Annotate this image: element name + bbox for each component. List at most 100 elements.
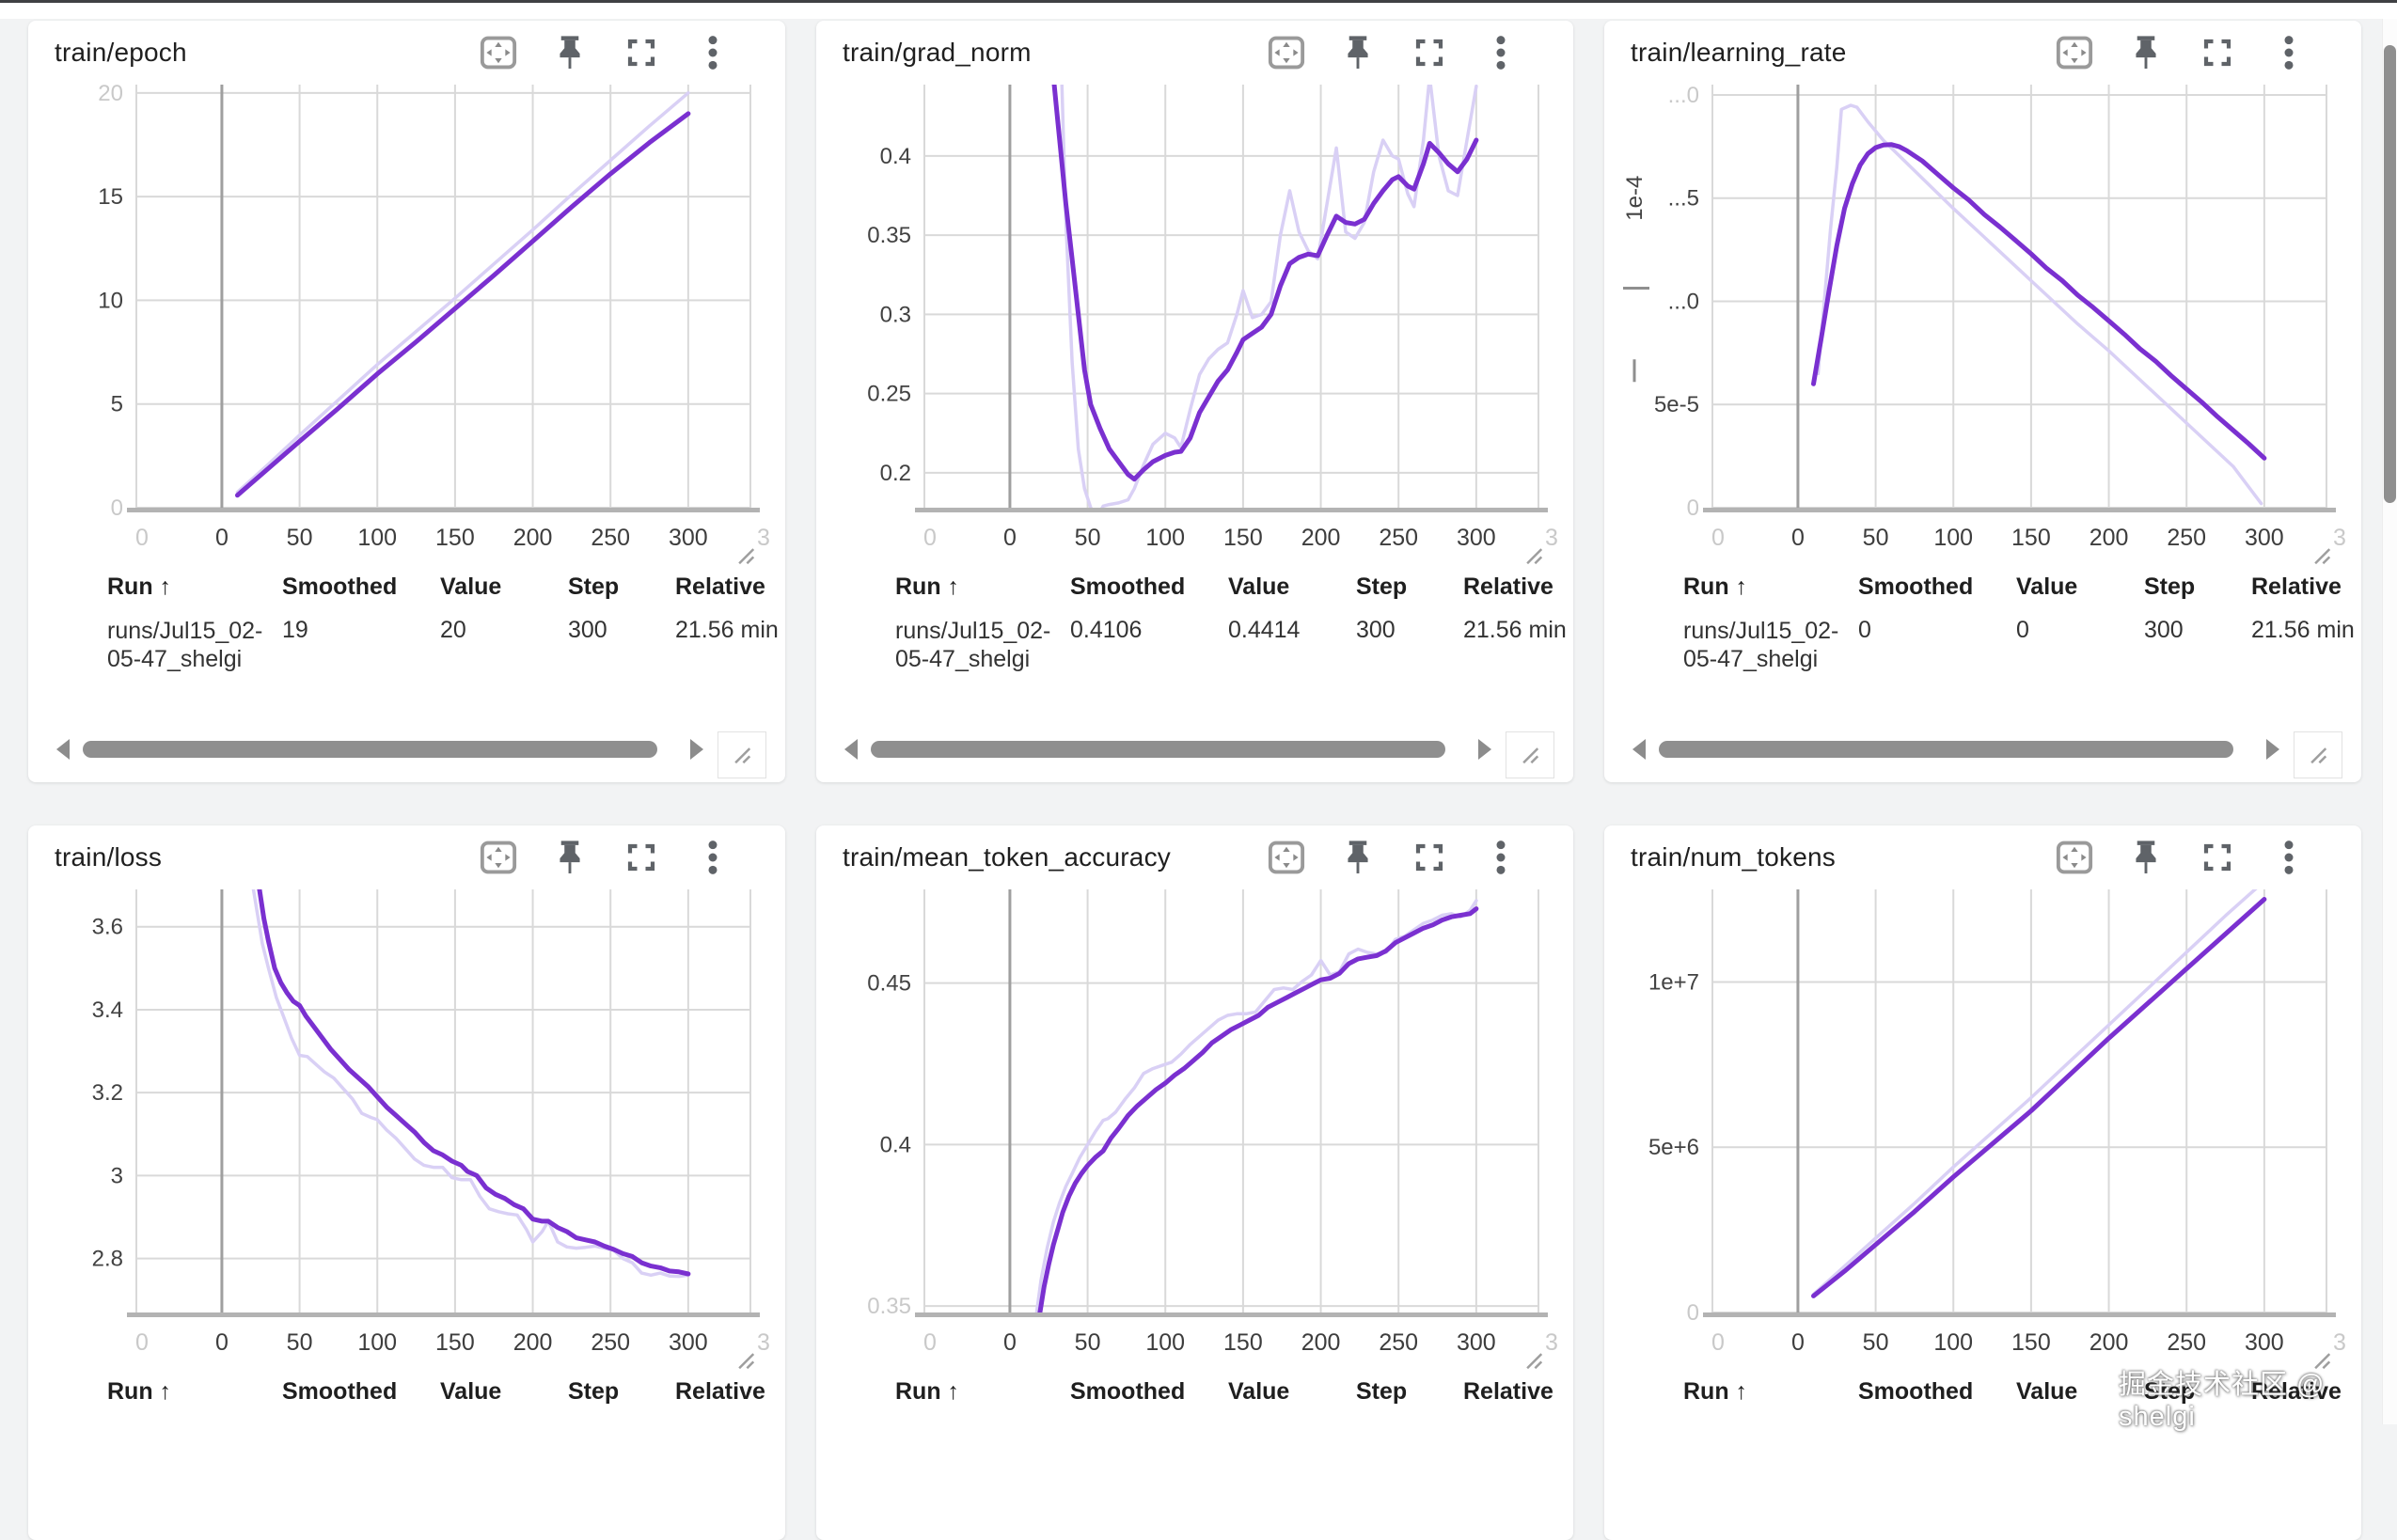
fullscreen-icon[interactable]	[1410, 33, 1449, 72]
fullscreen-icon[interactable]	[1410, 838, 1449, 877]
scrollbar-track[interactable]	[869, 740, 1467, 759]
fullscreen-icon[interactable]	[622, 838, 661, 877]
chart-area[interactable]: 1e+7 5e+6 0 0 50 100 150 200 250 300 0 3	[1604, 888, 2357, 1395]
kebab-menu-icon[interactable]	[1481, 838, 1521, 877]
x-tick-label: 250	[591, 1329, 630, 1356]
pin-icon[interactable]	[2126, 838, 2166, 877]
kebab-menu-icon[interactable]	[2269, 33, 2309, 72]
legend-col-header-value[interactable]: Value	[440, 1378, 502, 1405]
legend-col-header-value[interactable]: Value	[1228, 1378, 1290, 1405]
legend-col-header-step[interactable]: Step	[1356, 574, 1408, 600]
x-tick-label: 0	[215, 525, 229, 551]
chart-canvas[interactable]: 0.4 0.35 0.3 0.25 0.2 0 50 100 150 200 250 300 0 3	[816, 83, 1569, 590]
legend-col-header-relative[interactable]: Relative	[2251, 574, 2342, 600]
legend-col-header-run[interactable]: Run ↑	[1683, 1378, 1748, 1405]
legend-col-header-smoothed[interactable]: Smoothed	[1858, 1378, 1974, 1405]
legend-col-header-relative[interactable]: Relative	[1463, 1378, 1553, 1405]
scroll-left-arrow[interactable]	[56, 739, 70, 760]
x-tick-label: 250	[1379, 525, 1418, 551]
kebab-menu-icon[interactable]	[693, 838, 733, 877]
fullscreen-icon[interactable]	[622, 33, 661, 72]
legend-col-header-step[interactable]: Step	[568, 574, 620, 600]
page-scrollbar-thumb[interactable]	[2384, 45, 2396, 503]
legend-col-header-relative[interactable]: Relative	[2251, 1378, 2342, 1405]
legend-col-header-value[interactable]: Value	[2016, 574, 2078, 600]
chart-resize-handle-icon[interactable]	[2311, 1350, 2332, 1371]
legend-col-header-step[interactable]: Step	[568, 1378, 620, 1405]
x-edge-label-left: 0	[1711, 1329, 1725, 1356]
legend-col-header-run[interactable]: Run ↑	[107, 1378, 172, 1405]
kebab-menu-icon[interactable]	[693, 33, 733, 72]
legend-col-header-smoothed[interactable]: Smoothed	[282, 574, 398, 600]
legend-col-header-smoothed[interactable]: Smoothed	[1858, 574, 1974, 600]
panel-resize-handle[interactable]	[1506, 731, 1554, 778]
chart-resize-handle-icon[interactable]	[735, 545, 756, 566]
legend-col-header-relative[interactable]: Relative	[675, 1378, 765, 1405]
legend-col-header-run[interactable]: Run ↑	[895, 574, 960, 600]
kebab-menu-icon[interactable]	[2269, 838, 2309, 877]
run-name[interactable]: runs/Jul15_02-05-47_shelgi	[1683, 618, 1839, 672]
pin-icon[interactable]	[550, 838, 590, 877]
scrollbar-thumb[interactable]	[871, 741, 1445, 758]
fit-panel-icon[interactable]	[2055, 33, 2094, 72]
fit-panel-icon[interactable]	[1267, 33, 1306, 72]
fullscreen-icon[interactable]	[2198, 838, 2237, 877]
legend-col-header-step[interactable]: Step	[1356, 1378, 1408, 1405]
x-tick-label: 300	[1457, 1329, 1496, 1356]
run-name[interactable]: runs/Jul15_02-05-47_shelgi	[895, 618, 1051, 672]
legend-col-header-smoothed[interactable]: Smoothed	[1070, 574, 1186, 600]
chart-resize-handle-icon[interactable]	[2311, 545, 2332, 566]
scroll-left-arrow[interactable]	[844, 739, 858, 760]
chart-area[interactable]: 20 15 10 5 0 0 50 100 150 200 250 300 0 3	[28, 81, 781, 590]
scroll-right-arrow[interactable]	[2266, 739, 2279, 760]
run-relative-value: 21.56 min	[1463, 617, 1567, 643]
panel-resize-handle[interactable]	[2294, 731, 2342, 778]
legend-col-header-value[interactable]: Value	[1228, 574, 1290, 600]
chart-area[interactable]: ...0 ...5 ...0 5e-5 0 0 50 100 150 200 250 300 0 3 1e-…	[1604, 83, 2357, 590]
run-name[interactable]: runs/Jul15_02-05-47_shelgi	[107, 618, 263, 672]
pin-icon[interactable]	[1338, 838, 1378, 877]
chart-area[interactable]: 3.6 3.4 3.2 3 2.8 0 50 100 150 200 250 300 0 3	[28, 888, 781, 1395]
chart-resize-handle-icon[interactable]	[735, 1350, 756, 1371]
legend-col-header-value[interactable]: Value	[2016, 1378, 2078, 1405]
chart-resize-handle-icon[interactable]	[1523, 1350, 1544, 1371]
legend-col-header-relative[interactable]: Relative	[675, 574, 765, 600]
legend-col-header-run[interactable]: Run ↑	[107, 574, 172, 600]
fullscreen-icon[interactable]	[2198, 33, 2237, 72]
kebab-menu-icon[interactable]	[1481, 33, 1521, 72]
fit-panel-icon[interactable]	[479, 838, 518, 877]
scrollbar-thumb[interactable]	[83, 741, 657, 758]
chart-canvas[interactable]: 0.45 0.4 0.35 0 50 100 150 200 250 300 0 3	[816, 888, 1569, 1395]
y-tick-label: 20	[98, 83, 123, 106]
scroll-right-arrow[interactable]	[1478, 739, 1491, 760]
panel-resize-handle[interactable]	[718, 731, 766, 778]
legend-col-header-relative[interactable]: Relative	[1463, 574, 1553, 600]
legend-col-header-step[interactable]: Step	[2144, 1378, 2196, 1405]
pin-icon[interactable]	[2126, 33, 2166, 72]
scrollbar-track[interactable]	[81, 740, 679, 759]
legend-col-header-step[interactable]: Step	[2144, 574, 2196, 600]
fit-panel-icon[interactable]	[1267, 838, 1306, 877]
legend-col-header-value[interactable]: Value	[440, 574, 502, 600]
scroll-left-arrow[interactable]	[1632, 739, 1646, 760]
fit-panel-icon[interactable]	[479, 33, 518, 72]
scroll-right-arrow[interactable]	[690, 739, 703, 760]
chart-canvas[interactable]: 3.6 3.4 3.2 3 2.8 0 50 100 150 200 250 300 0 3	[28, 888, 781, 1395]
pin-icon[interactable]	[1338, 33, 1378, 72]
fit-panel-icon[interactable]	[2055, 838, 2094, 877]
legend-col-header-smoothed[interactable]: Smoothed	[1070, 1378, 1186, 1405]
chart-area[interactable]: 0.4 0.35 0.3 0.25 0.2 0 50 100 150 200 250 300 0 3	[816, 83, 1569, 590]
pin-icon[interactable]	[550, 33, 590, 72]
chart-area[interactable]: 0.45 0.4 0.35 0 50 100 150 200 250 300 0 3	[816, 888, 1569, 1395]
x-tick-label: 300	[669, 525, 708, 551]
raw-series-line	[1060, 85, 1478, 508]
scrollbar-track[interactable]	[1657, 740, 2255, 759]
legend-col-header-smoothed[interactable]: Smoothed	[282, 1378, 398, 1405]
legend-col-header-run[interactable]: Run ↑	[1683, 574, 1748, 600]
scrollbar-thumb[interactable]	[1659, 741, 2233, 758]
legend-col-header-run[interactable]: Run ↑	[895, 1378, 960, 1405]
chart-resize-handle-icon[interactable]	[1523, 545, 1544, 566]
